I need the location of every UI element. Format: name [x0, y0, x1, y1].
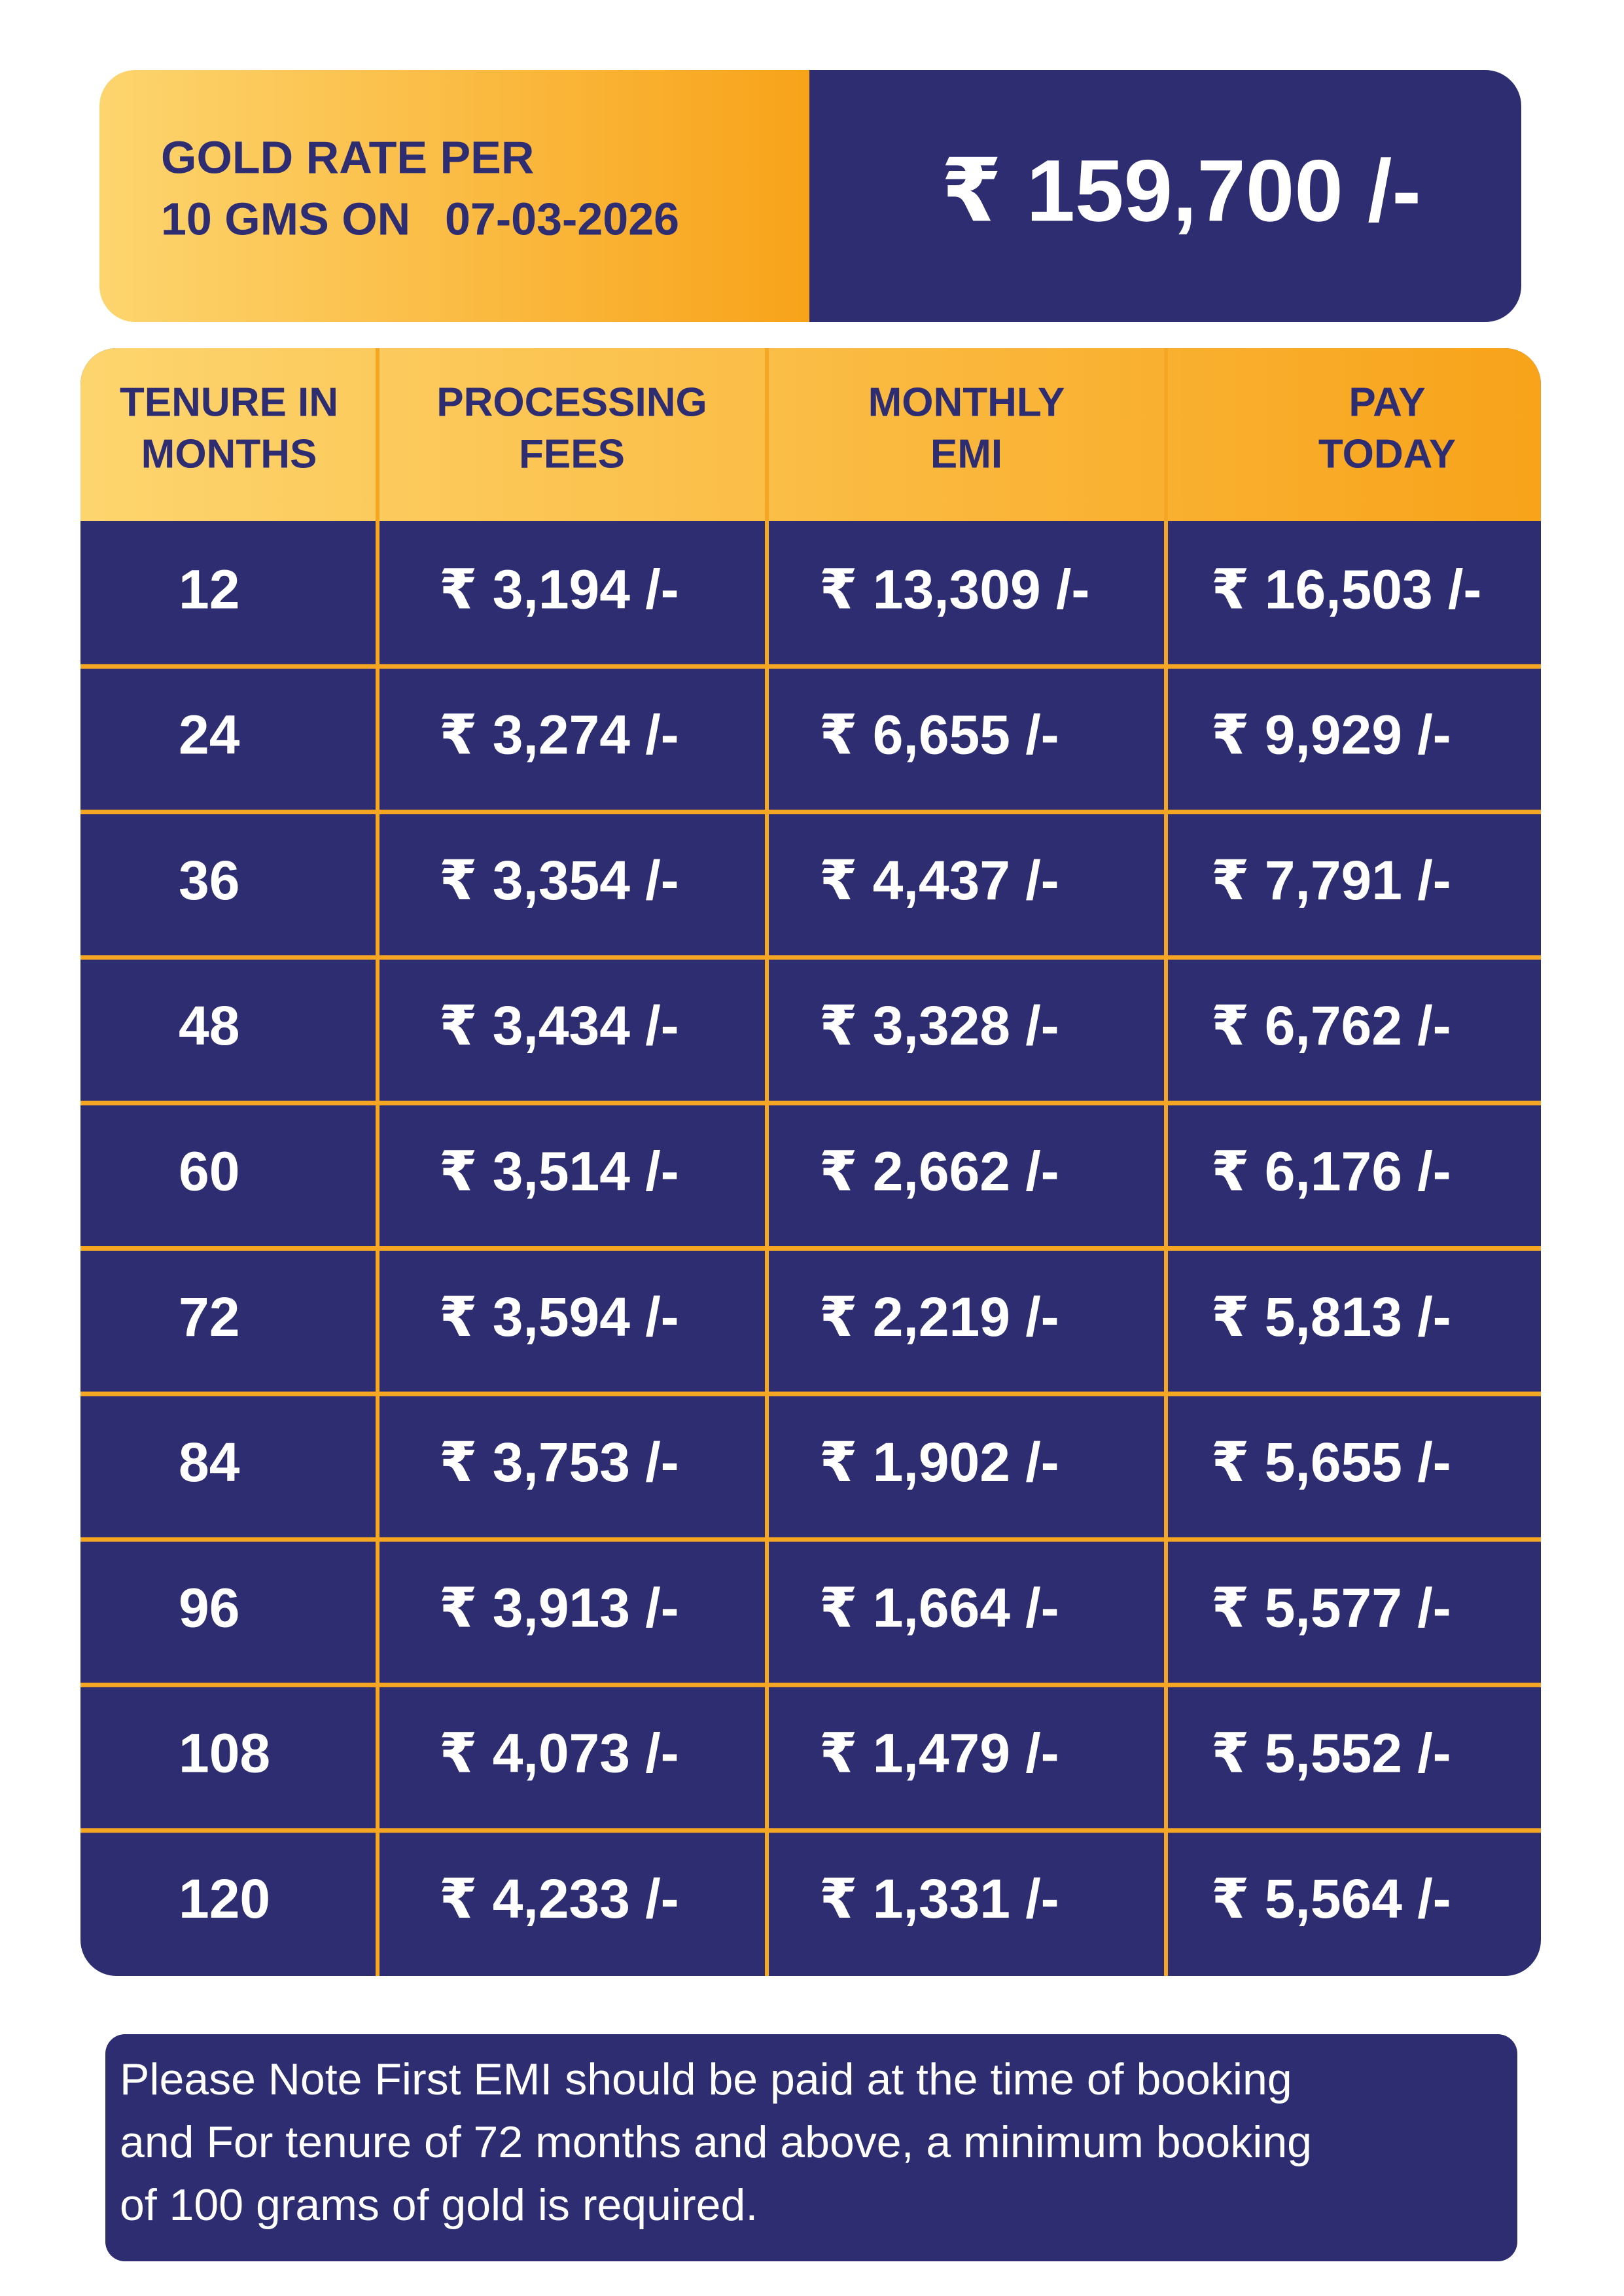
table-cell: ₹ 4,073 /-	[439, 1723, 679, 1784]
column-header: TENURE IN	[120, 380, 338, 425]
table-cell: ₹ 3,514 /-	[439, 1141, 679, 1202]
table-cell: ₹ 4,233 /-	[439, 1868, 679, 1929]
table-cell: 108	[179, 1723, 270, 1784]
table-cell: 72	[179, 1286, 239, 1348]
table-cell: 120	[179, 1868, 270, 1929]
column-header: EMI	[930, 431, 1002, 476]
table-cell: ₹ 13,309 /-	[819, 558, 1089, 620]
table-cell: ₹ 2,219 /-	[819, 1286, 1059, 1348]
table-cell: 60	[179, 1141, 239, 1202]
table-cell: ₹ 6,762 /-	[1211, 995, 1451, 1056]
table-cell: ₹ 4,437 /-	[819, 850, 1059, 911]
table-cell: ₹ 3,913 /-	[439, 1577, 679, 1638]
note-line: Please Note First EMI should be paid at …	[120, 2054, 1292, 2104]
column-header: FEES	[519, 431, 625, 476]
column-header: MONTHLY	[868, 380, 1065, 425]
banner-date: 07-03-2026	[445, 193, 679, 244]
table-bg	[80, 348, 1541, 1976]
column-header: MONTHS	[141, 431, 317, 476]
table-cell: ₹ 3,194 /-	[439, 558, 679, 620]
note-box	[105, 2034, 1517, 2261]
table-cell: ₹ 3,434 /-	[439, 995, 679, 1056]
table-cell: 96	[179, 1577, 239, 1638]
table-cell: ₹ 9,929 /-	[1211, 704, 1451, 766]
table-cell: ₹ 1,664 /-	[819, 1577, 1059, 1638]
table-cell: 84	[179, 1431, 240, 1493]
table-cell: ₹ 5,655 /-	[1211, 1431, 1451, 1493]
table-cell: ₹ 16,503 /-	[1211, 558, 1481, 620]
table-cell: 12	[179, 558, 239, 620]
note-line: and For tenure of 72 months and above, a…	[120, 2117, 1312, 2167]
banner-rate-bg	[809, 70, 1521, 322]
table-cell: ₹ 1,902 /-	[819, 1431, 1059, 1493]
table-cell: ₹ 5,552 /-	[1211, 1723, 1451, 1784]
table-cell: 36	[179, 850, 239, 911]
table-cell: ₹ 3,354 /-	[439, 850, 679, 911]
rate-banner	[99, 70, 1521, 322]
column-header: PAY	[1349, 380, 1425, 425]
note: Please Note First EMI should be paid at …	[120, 2054, 1312, 2230]
table-cell: 24	[179, 704, 240, 766]
table-cell: ₹ 3,328 /-	[819, 995, 1059, 1056]
banner-rate: ₹ 159,700 /-	[941, 142, 1421, 240]
banner-label: GOLD RATE PER	[161, 132, 534, 183]
table-cell: ₹ 5,577 /-	[1211, 1577, 1451, 1638]
table-cell: ₹ 3,274 /-	[439, 704, 679, 766]
table-cell: ₹ 6,176 /-	[1211, 1141, 1451, 1202]
table-cell: ₹ 6,655 /-	[819, 704, 1059, 766]
banner-label: 10 GMS ON	[161, 193, 410, 244]
table-cell: ₹ 1,479 /-	[819, 1723, 1059, 1784]
banner-label-bg	[99, 70, 809, 322]
table-cell: ₹ 2,662 /-	[819, 1141, 1059, 1202]
table-cell: ₹ 5,813 /-	[1211, 1286, 1451, 1348]
note-line: of 100 grams of gold is required.	[120, 2180, 758, 2230]
table-header-bg	[80, 348, 1541, 521]
table-cell: ₹ 7,791 /-	[1211, 850, 1451, 911]
column-header: TODAY	[1318, 431, 1456, 476]
table-cell: ₹ 1,331 /-	[819, 1868, 1059, 1929]
table-cell: 48	[179, 995, 239, 1056]
column-header: PROCESSING	[436, 380, 707, 425]
table-cell: ₹ 5,564 /-	[1211, 1868, 1451, 1929]
table-cell: ₹ 3,594 /-	[439, 1286, 679, 1348]
table-cell: ₹ 3,753 /-	[439, 1431, 679, 1493]
emi-table: TENURE IN MONTHS PROCESSING FEES MONTHLY EMI P…	[80, 348, 1541, 1976]
